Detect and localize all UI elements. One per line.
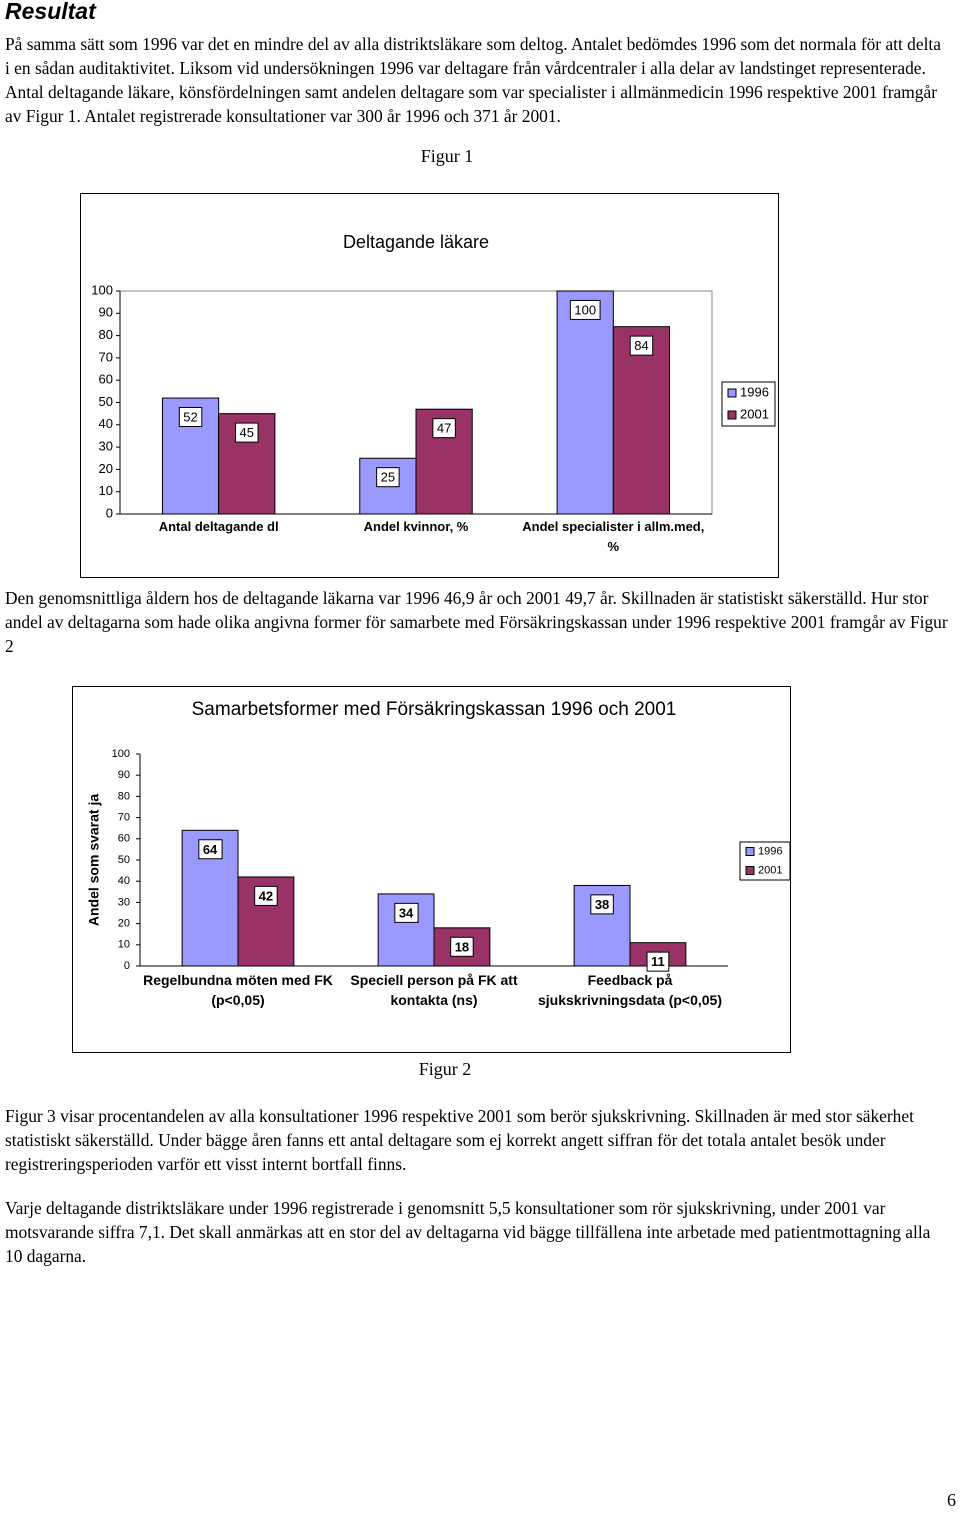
data-label: 18 (455, 939, 469, 954)
data-label-box (394, 902, 419, 923)
caption: Figur 2 (418, 1059, 472, 1079)
x-tick-label-box: Andel specialister i allm.med, % (522, 519, 705, 554)
y-tick-label: 70 (99, 349, 113, 364)
y-tick-label: 60 (99, 372, 113, 387)
x-tick-label-box: Speciell person på FK att kontakta (ns) (350, 972, 518, 1008)
y-tick-label: 40 (99, 416, 113, 431)
legend-label: 2001 (758, 864, 782, 876)
paragraph: Varje deltagande distriktsläkare under 1… (5, 1198, 931, 1266)
data-label-box (376, 467, 400, 488)
chart: Samarbetsformer med Försäkringskassan 19… (72, 686, 791, 1053)
caption: Figur 1 (420, 146, 474, 166)
y-tick-label: 50 (99, 394, 113, 409)
y-tick-label: 80 (118, 790, 130, 802)
data-label-box (235, 422, 259, 443)
legend-swatch (727, 388, 737, 398)
legend-label: 2001 (740, 406, 769, 421)
chart-border (80, 193, 779, 578)
data-label-box (569, 299, 601, 320)
paragraph: På samma sätt som 1996 var det en mindre… (5, 34, 941, 126)
y-tick-label: 100 (91, 282, 113, 297)
data-label: 11 (651, 954, 665, 969)
data-label: 100 (574, 302, 596, 317)
x-tick-label-box: Regelbundna möten med FK (p<0,05) (143, 972, 333, 1008)
x-tick-label-box: Andel kvinnor, % (363, 519, 469, 534)
legend-label: 1996 (758, 845, 782, 857)
y-tick-label: 30 (118, 896, 130, 908)
data-label: 52 (183, 409, 197, 424)
x-tick-label: Regelbundna möten med FK (p<0,05) (143, 972, 333, 1008)
data-label-box (254, 885, 278, 906)
x-tick-label: Andel kvinnor, % (363, 519, 469, 534)
y-tick-label: 30 (99, 439, 113, 454)
paragraph: Den genomsnittliga åldern hos de deltaga… (5, 588, 948, 656)
data-label: 45 (240, 425, 254, 440)
y-tick-label: 70 (118, 812, 130, 824)
data-label: 47 (437, 421, 451, 436)
legend-swatch (727, 410, 737, 420)
legend-label: 1996 (740, 384, 769, 399)
legend-swatch (745, 866, 755, 875)
y-tick-label: 60 (118, 833, 130, 845)
data-label: 42 (259, 888, 273, 903)
y-tick-label: 0 (106, 505, 113, 520)
y-tick-label: 90 (118, 769, 130, 781)
legend-swatch (745, 847, 755, 856)
data-label-box (590, 894, 614, 915)
data-label-box (198, 839, 223, 860)
data-label-box (629, 335, 654, 356)
page-number: 6 (947, 1490, 956, 1510)
data-label-box (178, 406, 203, 427)
chart: Deltagande läkare 0 10 20 30 40 50 60 70 80 90 100 A… (80, 193, 779, 578)
y-tick-label: 0 (124, 960, 130, 972)
y-tick-label: 10 (99, 483, 113, 498)
x-tick-label: Antal deltagande dl (158, 519, 279, 534)
y-tick-label: 80 (99, 327, 113, 342)
data-label: 64 (203, 842, 218, 857)
y-tick-label: 40 (118, 875, 130, 887)
y-axis-label: Andel som svarat ja (86, 794, 102, 926)
x-tick-label: Feedback på sjukskrivningsdata (p<0,05) (537, 972, 723, 1008)
y-tick-label: 100 (112, 748, 130, 760)
x-tick-label: Andel specialister i allm.med, % (522, 519, 705, 554)
chart-title: Samarbetsformer med Försäkringskassan 19… (192, 699, 677, 720)
x-tick-label: Speciell person på FK att kontakta (ns) (350, 972, 518, 1008)
heading: Resultat (5, 0, 96, 24)
bar (612, 326, 671, 515)
bar (556, 290, 614, 515)
x-tick-label-box: Feedback på sjukskrivningsdata (p<0,05) (537, 972, 723, 1008)
data-label: 84 (634, 338, 648, 353)
y-tick-label: 50 (118, 854, 130, 866)
data-label: 34 (399, 905, 414, 920)
y-tick-label: 90 (99, 305, 113, 320)
y-tick-label: 20 (99, 461, 113, 476)
x-tick-label-box: Antal deltagande dl (158, 519, 279, 534)
paragraph: Figur 3 visar procentandelen av alla kon… (5, 1106, 914, 1174)
y-tick-label: 20 (118, 918, 130, 930)
data-label: 38 (595, 897, 609, 912)
data-label-box (646, 951, 670, 972)
y-tick-label: 10 (118, 939, 130, 951)
data-label-box (450, 936, 474, 957)
data-label: 25 (381, 470, 395, 485)
data-label-box (432, 418, 456, 439)
chart-title: Deltagande läkare (343, 232, 489, 252)
